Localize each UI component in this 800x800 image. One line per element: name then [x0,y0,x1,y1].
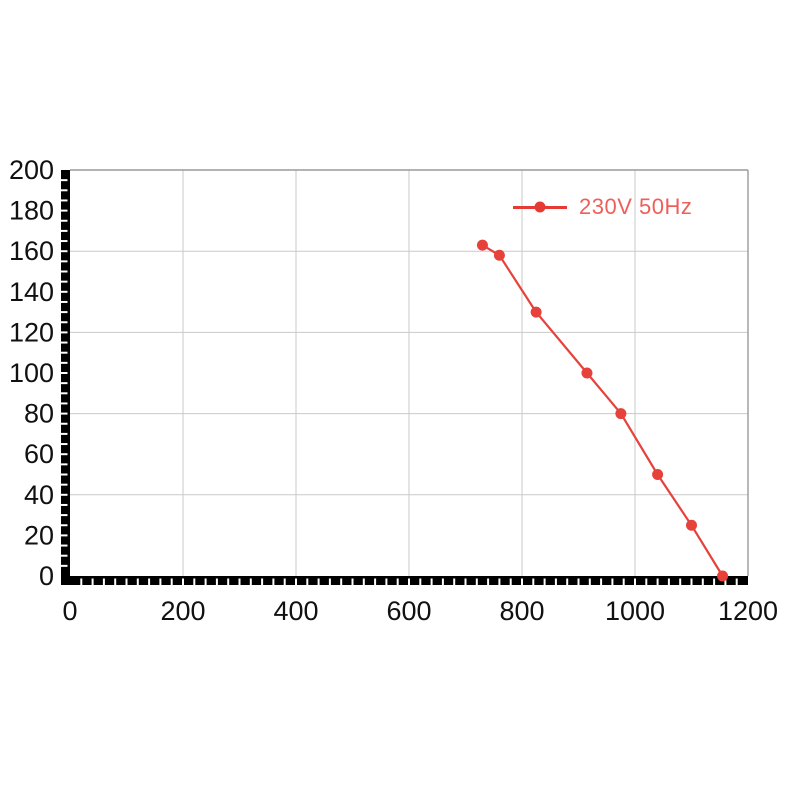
chart-container: 0 20 40 60 80 100 120 140 160 180 200 0 200 400 600 800… [8,156,790,636]
y-tick-label: 20 [24,520,54,550]
y-axis-bar [61,170,70,585]
data-point [530,306,542,318]
y-tick-label: 0 [39,561,54,591]
series-line [481,243,724,578]
x-tick-label: 600 [386,596,431,626]
data-point [717,570,729,582]
x-tick-label: 200 [160,596,205,626]
line-chart: 0 20 40 60 80 100 120 140 160 180 200 0 200 400 600 800… [9,156,778,626]
x-tick-label: 1200 [718,596,778,626]
y-tick-label: 60 [24,439,54,469]
y-tick-label: 200 [9,156,54,185]
y-tick-label: 180 [9,196,54,226]
x-axis-bar [61,576,748,585]
x-tick-label: 400 [273,596,318,626]
x-tick-label: 1000 [605,596,665,626]
data-point [652,469,664,480]
y-tick-label: 160 [9,236,54,266]
data-point [581,367,593,379]
data-point [686,519,697,531]
data-point [493,249,505,261]
x-tick-label: 800 [499,596,544,626]
y-tick-label: 80 [24,399,54,429]
data-point [615,408,627,420]
y-tick-label: 100 [9,358,54,388]
y-tick-label: 120 [9,317,54,347]
y-tick-label: 40 [24,480,54,510]
y-tick-label: 140 [9,277,54,307]
x-tick-label: 0 [62,596,77,626]
data-point [476,239,488,251]
